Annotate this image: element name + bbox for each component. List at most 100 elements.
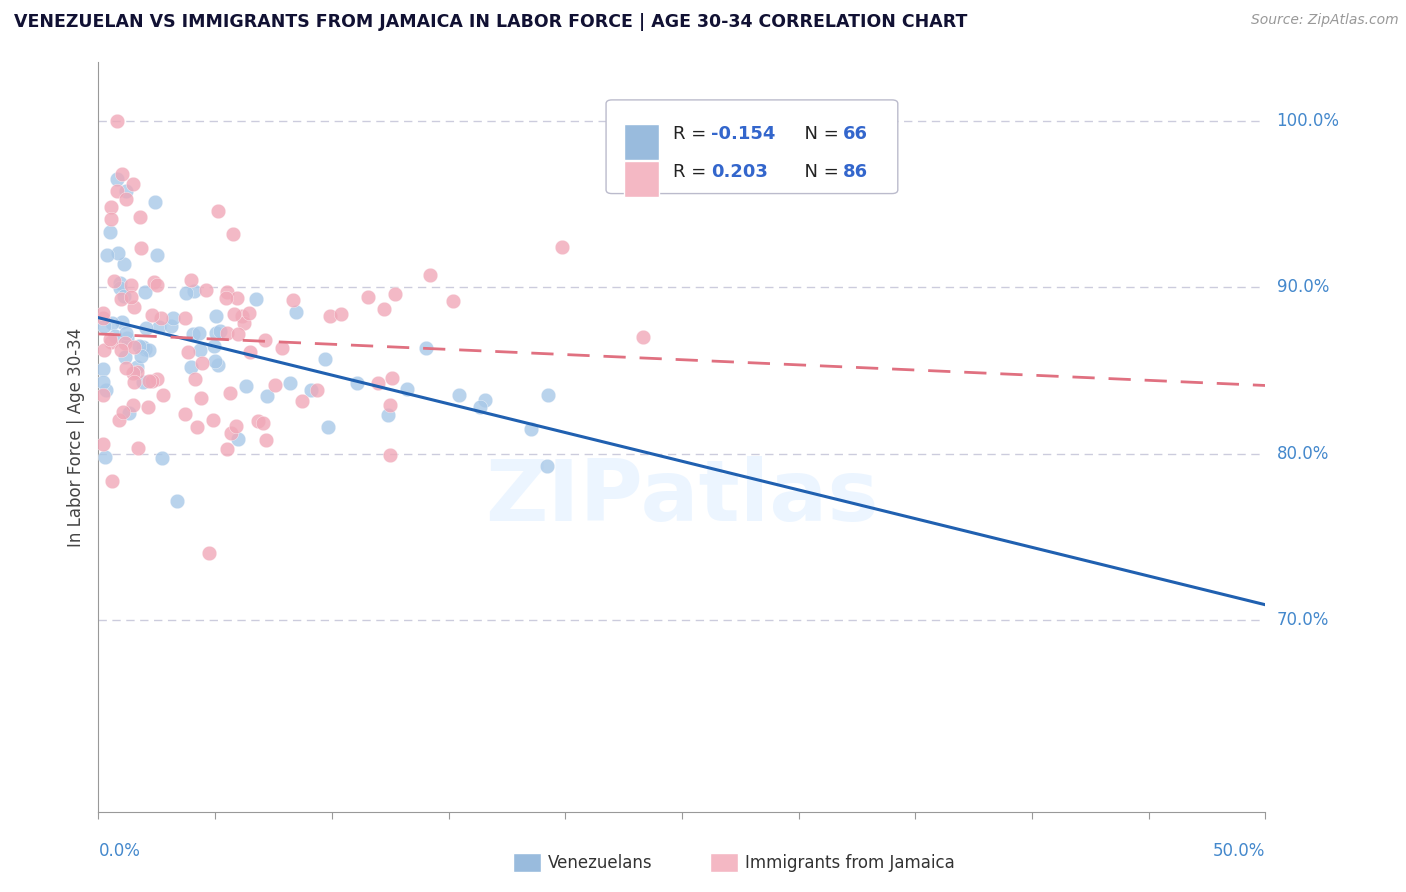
Point [118,406,141,420]
Point [190,391,212,405]
Point [204,354,226,368]
Point [91,311,114,326]
Point [188,343,211,357]
Text: Source: ZipAtlas.com: Source: ZipAtlas.com [1251,13,1399,28]
Point [232,316,254,330]
Point [103,274,125,288]
Text: Venezuelans: Venezuelans [548,854,652,871]
Point [537,387,560,401]
Point [263,378,285,392]
Point [122,366,145,380]
Point [120,278,142,293]
Point [198,546,221,560]
Point [204,309,226,323]
Point [100,335,122,350]
Point [217,326,239,340]
Point [98,225,121,239]
Point [91,388,114,402]
Text: -0.154: -0.154 [711,125,776,143]
Text: 50.0%: 50.0% [1213,842,1265,860]
Point [129,349,152,363]
Point [291,393,314,408]
Point [180,359,202,374]
Point [115,326,138,340]
Point [122,177,145,191]
Point [174,407,197,421]
Point [247,414,270,428]
Point [98,333,121,347]
Point [184,372,207,386]
Point [135,321,157,335]
Bar [624,161,658,197]
Point [238,305,260,319]
Point [180,273,202,287]
Point [152,388,174,402]
Point [105,172,128,186]
Point [245,292,267,306]
Point [100,316,122,330]
Point [186,420,208,434]
Point [132,340,155,354]
Point [101,474,124,488]
Point [111,405,134,419]
Point [111,315,134,329]
Point [395,382,418,396]
Point [271,341,294,355]
Point [112,257,135,271]
Point [125,360,148,375]
Point [131,376,153,390]
Point [108,281,131,295]
Point [166,493,188,508]
Point [225,418,247,433]
Text: 80.0%: 80.0% [1277,445,1329,463]
Point [217,442,239,456]
Text: N =: N = [793,162,844,181]
FancyBboxPatch shape [606,100,898,194]
Point [115,192,138,206]
Point [305,384,328,398]
Point [129,211,152,225]
Point [105,184,128,198]
Point [115,331,138,345]
Point [100,200,122,214]
Point [252,417,274,431]
Point [146,372,169,386]
Point [94,383,117,397]
Point [215,285,238,300]
Point [330,307,353,321]
Point [91,306,114,320]
Point [284,304,307,318]
Point [380,448,402,462]
Text: R =: R = [672,162,711,181]
Point [191,356,214,370]
Text: 90.0%: 90.0% [1277,278,1329,296]
Point [314,351,336,366]
Point [124,376,146,390]
Text: ZIPatlas: ZIPatlas [485,456,879,539]
Point [219,385,242,400]
Point [202,412,225,426]
Point [136,400,159,414]
Point [125,365,148,379]
Point [357,290,380,304]
Point [122,340,145,354]
Point [141,374,163,388]
Point [319,310,342,324]
Point [207,358,229,372]
Point [207,204,229,219]
Point [202,339,225,353]
Point [148,320,170,334]
Point [143,195,166,210]
Point [253,333,276,347]
Point [373,302,395,317]
Point [91,375,114,389]
Point [114,335,136,350]
Point [346,376,368,391]
Point [187,326,209,340]
Text: N =: N = [793,125,844,143]
Point [93,343,115,357]
Point [108,276,131,290]
Text: 100.0%: 100.0% [1277,112,1340,129]
Point [115,361,138,376]
Point [122,399,145,413]
